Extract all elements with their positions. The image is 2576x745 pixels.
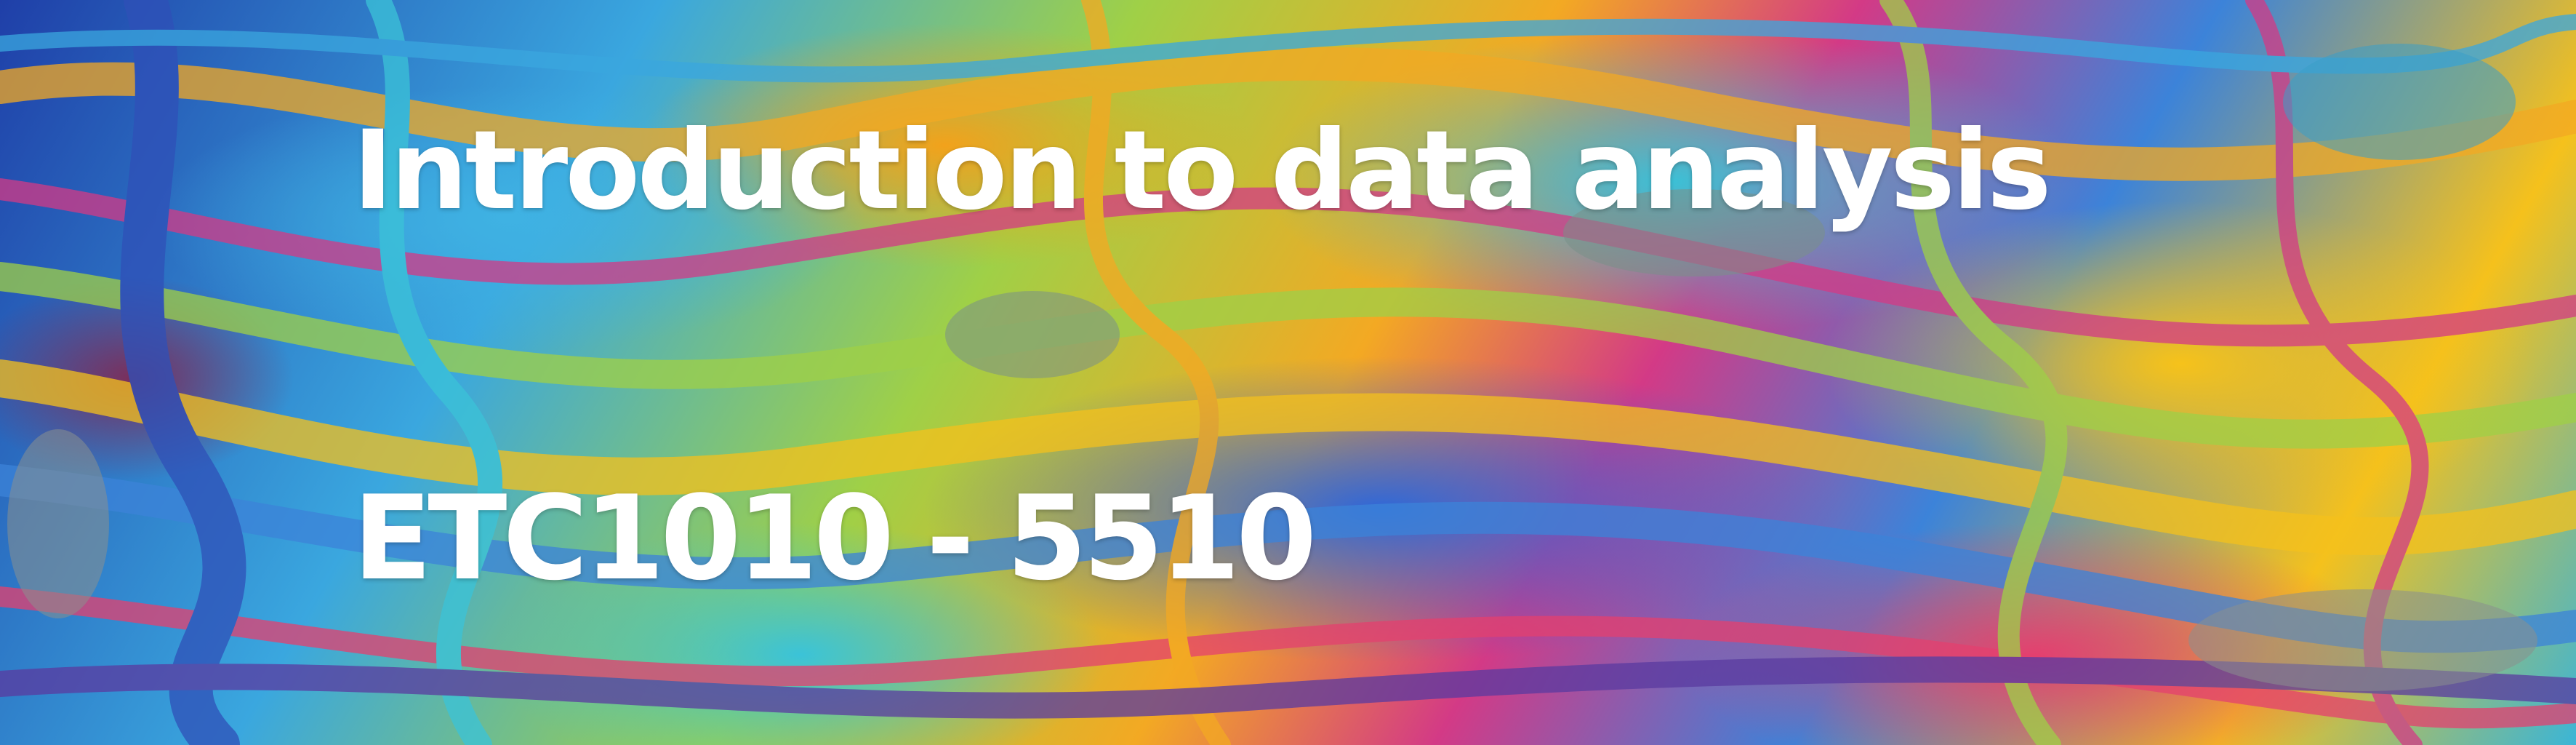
course-title: Introduction to data analysis — [353, 108, 2052, 234]
course-code: ETC1010 - 5510 — [353, 470, 1317, 606]
